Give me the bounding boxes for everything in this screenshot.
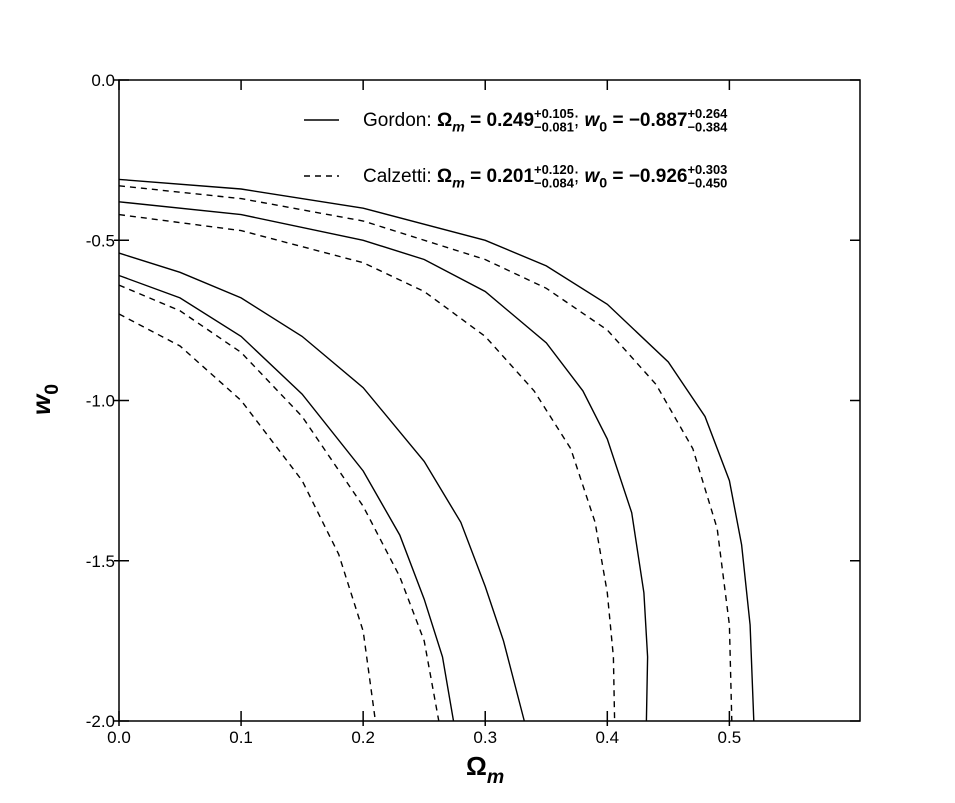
y-tick-label: -1.5 xyxy=(86,552,115,571)
legend-text: +0.303 xyxy=(687,162,727,177)
legend-text: −0.084 xyxy=(534,176,575,191)
contour-line xyxy=(118,178,755,722)
contour-line xyxy=(118,213,616,722)
contour-line xyxy=(118,185,733,722)
contour-line xyxy=(118,201,649,722)
legend-text: Ω xyxy=(437,166,452,187)
legend-text: +0.120 xyxy=(534,162,574,177)
contour-line xyxy=(118,284,440,722)
legend-text: −0.081 xyxy=(534,120,574,135)
legend-text: = xyxy=(607,166,629,187)
x-tick-label: 0.0 xyxy=(107,728,131,747)
legend-text: +0.264 xyxy=(687,106,728,121)
legend-text: ; xyxy=(574,166,585,187)
y-tick-label: 0.0 xyxy=(91,71,115,90)
legend-text: 0.201 xyxy=(486,166,534,187)
legend-text: −0.887 xyxy=(629,110,688,131)
x-tick-label: 0.1 xyxy=(229,728,253,747)
legend-text: m xyxy=(452,120,465,136)
contour-line xyxy=(118,252,525,722)
legend-text: m xyxy=(452,176,465,192)
legend-text: 0 xyxy=(599,176,607,192)
legend-text: −0.926 xyxy=(629,166,688,187)
x-tick-label: 0.2 xyxy=(351,728,375,747)
legend-text: = xyxy=(465,166,487,187)
legend-text: 0.249 xyxy=(487,110,535,131)
legend-text: = xyxy=(465,110,487,131)
legend-text: −0.384 xyxy=(687,120,728,135)
contour-line xyxy=(118,274,455,722)
x-tick-label: 0.5 xyxy=(718,728,742,747)
x-tick-label: 0.3 xyxy=(473,728,497,747)
legend-text: 0 xyxy=(599,120,607,136)
legend-text: w xyxy=(584,110,600,131)
contour-line xyxy=(118,313,377,722)
legend-text: = xyxy=(607,110,629,131)
legend-text: +0.105 xyxy=(534,106,574,121)
x-tick-label: 0.4 xyxy=(595,728,619,747)
x-axis-label: m xyxy=(487,766,504,788)
y-tick-label: -1.0 xyxy=(86,392,115,411)
y-axis-label: w xyxy=(26,393,56,415)
y-tick-label: -0.5 xyxy=(86,231,115,250)
legend-text: w xyxy=(584,166,600,187)
y-tick-label: -2.0 xyxy=(86,712,115,731)
legend-text: Ω xyxy=(437,110,452,131)
y-axis-label-group: w0 xyxy=(26,384,63,415)
legend-text: Calzetti: xyxy=(363,166,437,187)
y-axis-label: 0 xyxy=(41,384,63,395)
legend-text: ; xyxy=(574,110,585,131)
x-axis-label: Ω xyxy=(466,751,487,781)
legend-text: Gordon: xyxy=(363,110,437,131)
legend-text: −0.450 xyxy=(687,176,727,191)
